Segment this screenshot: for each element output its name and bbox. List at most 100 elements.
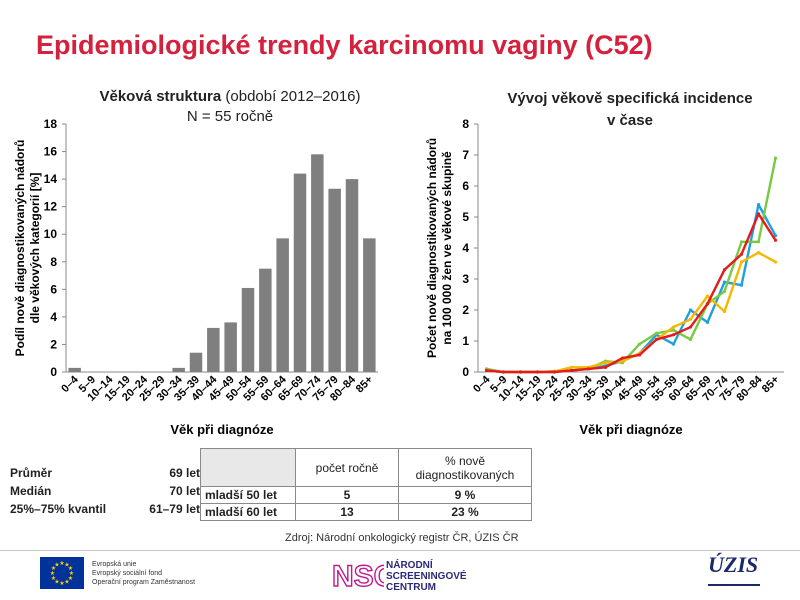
nsc-line: CENTRUM: [386, 582, 436, 593]
series-point: [671, 328, 676, 332]
age-structure-bar-chart: 0246810121416180–45–910–1415–1920–2425–2…: [13, 117, 784, 437]
svg-text:★: ★: [69, 570, 74, 577]
right-chart-title: Vývoj věkově specifická incidence v čase: [470, 88, 790, 132]
stats-label: Průměr: [10, 466, 53, 480]
series-point: [569, 368, 574, 373]
series-point: [620, 356, 625, 360]
series-point: [484, 368, 489, 373]
page-title: Epidemiologické trendy karcinomu vaginy …: [36, 30, 653, 60]
series-point: [637, 353, 642, 357]
series-point: [756, 251, 761, 255]
series-point: [688, 308, 693, 312]
series-point: [722, 309, 727, 314]
y-tick-label: 5: [462, 210, 469, 224]
bar-chart: 0246810121416180–45–910–1415–1920–2425–2…: [13, 117, 378, 437]
svg-text:★: ★: [68, 575, 73, 582]
y-tick-label: 6: [50, 282, 57, 296]
eu-flag-icon: ★ ★ ★ ★ ★ ★ ★ ★ ★ ★ ★ ★: [40, 557, 84, 589]
table-row-label: mladší 50 let: [200, 486, 296, 504]
x-tick-label: 85+: [760, 374, 782, 396]
eu-line: Evropská unie: [92, 561, 137, 568]
right-chart-title-line2: v čase: [607, 112, 653, 129]
bar: [328, 188, 341, 372]
table-corner-cell: [200, 448, 296, 487]
bar: [207, 327, 220, 372]
table-header-percent: % nově diagnostikovaných: [398, 448, 532, 487]
left-chart-title: Věková struktura (období 2012–2016): [60, 88, 400, 105]
table-row: mladší 60 let 13 23 %: [200, 503, 532, 521]
table-header-count: počet ročně: [295, 448, 399, 487]
eu-logo-text: Evropská unie Evropský sociální fond Ope…: [92, 560, 195, 587]
svg-text:★: ★: [59, 580, 64, 587]
y-tick-label: 0: [50, 365, 57, 379]
stats-label: Medián: [10, 484, 52, 498]
y-axis-title: Počet nově diagnostikovaných nádorůna 10…: [425, 138, 454, 358]
series-point: [722, 268, 727, 272]
age-threshold-table: počet ročně % nově diagnostikovaných mla…: [200, 448, 532, 521]
y-tick-label: 6: [462, 179, 469, 193]
series-point: [654, 337, 659, 342]
y-tick-label: 7: [462, 148, 469, 162]
table-header-row: počet ročně % nově diagnostikovaných: [200, 448, 532, 487]
table-row: mladší 50 let 5 9 %: [200, 486, 532, 504]
nsc-logo-text: NÁRODNÍ SCREENINGOVÉ CENTRUM: [386, 560, 467, 593]
y-tick-label: 2: [50, 337, 57, 351]
y-tick-label: 1: [462, 334, 469, 348]
y-tick-label: 14: [44, 172, 58, 186]
series-point: [654, 331, 659, 335]
series-point: [671, 342, 676, 346]
nsc-logo-letters: NSC: [332, 560, 384, 592]
series-point: [756, 240, 761, 244]
series-point: [739, 252, 744, 256]
series-point: [756, 203, 761, 207]
uzis-logo: ÚZIS: [708, 552, 759, 577]
series-point: [705, 320, 710, 324]
bar: [224, 322, 237, 372]
nsc-logo-icon: NSC: [331, 559, 384, 592]
svg-text:★: ★: [68, 565, 73, 572]
svg-text:★: ★: [59, 560, 64, 567]
table-row-label: mladší 60 let: [200, 503, 296, 521]
line-chart: 0123456780–45–910–1415–1920–2425–2930–34…: [425, 117, 784, 437]
left-chart-title-bold: Věková struktura: [99, 88, 222, 105]
series-point: [518, 370, 523, 374]
bar: [345, 179, 359, 372]
series-point: [722, 289, 727, 293]
series-point: [535, 370, 540, 374]
y-tick-label: 2: [462, 303, 469, 317]
series-point: [705, 294, 710, 298]
bar: [259, 268, 272, 372]
series-point: [739, 240, 744, 244]
bar: [293, 173, 307, 372]
svg-text:★: ★: [64, 562, 69, 569]
footer-divider: [0, 550, 800, 551]
series-point: [501, 370, 506, 374]
series-point: [671, 333, 676, 337]
x-axis-title: Věk při diagnóze: [579, 422, 682, 437]
series-point: [569, 365, 574, 369]
series-point: [773, 260, 778, 264]
series-point: [603, 365, 608, 369]
bar: [276, 238, 289, 372]
table-cell-percent: 23 %: [398, 503, 532, 521]
y-tick-label: 12: [44, 200, 58, 214]
svg-text:★: ★: [51, 575, 56, 582]
y-tick-label: 8: [50, 255, 57, 269]
stats-value: 61–79 let: [149, 502, 200, 516]
svg-text:★: ★: [54, 579, 59, 586]
left-chart-subtitle: N = 55 ročně: [186, 108, 274, 125]
series-point: [620, 359, 625, 363]
series-point: [688, 325, 693, 329]
series-point: [552, 370, 557, 374]
x-axis-title: Věk při diagnóze: [170, 422, 273, 437]
y-tick-label: 4: [50, 310, 57, 324]
table-cell-count: 5: [295, 486, 399, 504]
series-point: [756, 212, 761, 216]
eu-line: Operační program Zaměstnanost: [92, 579, 196, 586]
bar: [172, 367, 185, 372]
series-line: [486, 157, 777, 374]
table-cell-percent: 9 %: [398, 486, 532, 504]
uzis-logo-underline: [708, 584, 760, 586]
bar: [68, 367, 81, 372]
y-tick-label: 0: [462, 365, 469, 379]
